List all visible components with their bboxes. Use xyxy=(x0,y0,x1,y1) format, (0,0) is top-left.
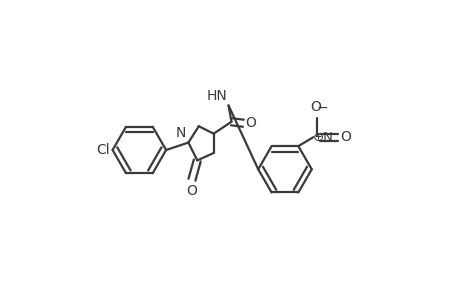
Text: O: O xyxy=(340,130,350,144)
Text: O: O xyxy=(185,184,196,199)
Text: Cl: Cl xyxy=(96,143,110,157)
Text: ⊕N: ⊕N xyxy=(313,131,333,144)
Text: N: N xyxy=(175,126,185,140)
Text: O: O xyxy=(309,100,320,114)
Text: HN: HN xyxy=(206,89,227,103)
Text: O: O xyxy=(245,116,256,130)
Text: −: − xyxy=(316,100,327,114)
